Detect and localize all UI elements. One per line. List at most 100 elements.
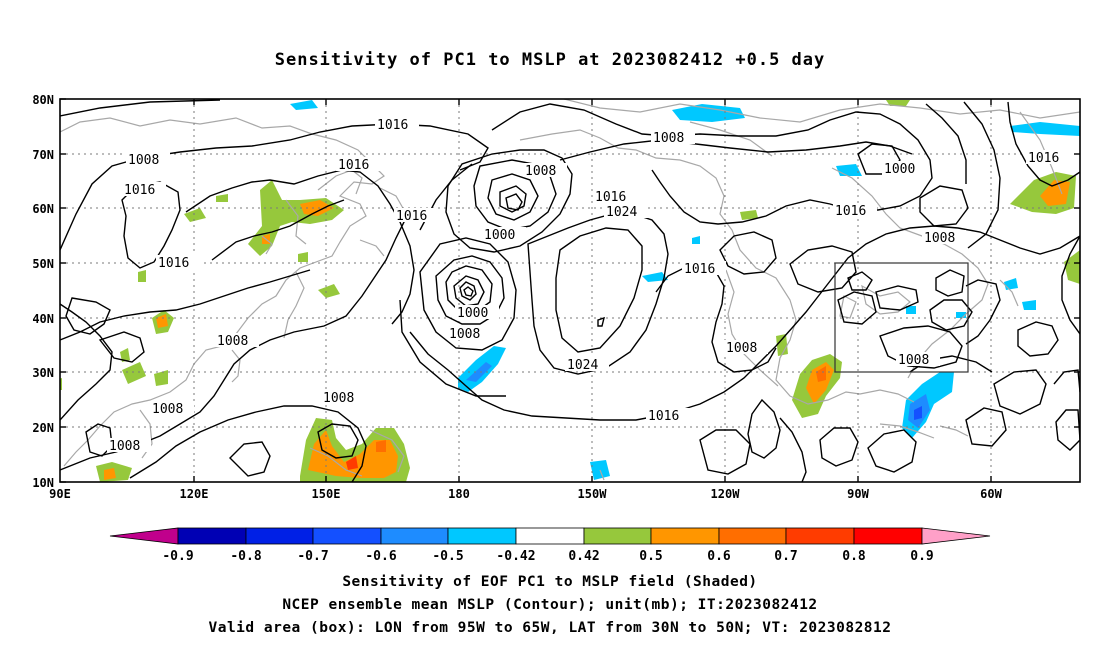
- mslp-contours: [60, 99, 1080, 482]
- lat-label: 30N: [32, 366, 54, 380]
- shade-pos-28: [886, 100, 910, 106]
- lon-label: 180: [448, 487, 470, 501]
- contour-label: 1000: [457, 306, 488, 321]
- contour-label: 1008: [726, 341, 757, 356]
- contour-label: 1016: [1028, 151, 1059, 166]
- colorbar-label: -0.9: [162, 549, 193, 564]
- lat-label: 10N: [32, 476, 54, 490]
- contour-label: 1008: [924, 231, 955, 246]
- lat-label: 80N: [32, 93, 54, 107]
- shade-blue-2: [672, 104, 745, 122]
- colorbar-label: -0.8: [230, 549, 261, 564]
- caption-line-1: Sensitivity of EOF PC1 to MSLP field (Sh…: [342, 574, 758, 590]
- caption-line-3: Valid area (box): LON from 95W to 65W, L…: [208, 620, 892, 636]
- shade-pos-24: [740, 210, 758, 220]
- shade-pos-11: [120, 348, 130, 362]
- contour-label: 1016: [396, 209, 427, 224]
- colorbar-label: 0.7: [774, 549, 797, 564]
- contour-label: 1008: [449, 327, 480, 342]
- contour-label: 1008: [898, 353, 929, 368]
- shade-pos-13: [154, 370, 168, 386]
- colorbar-end-high: [921, 527, 991, 545]
- tick-marks: [60, 98, 1080, 483]
- longitude-labels: 90E 120E 150E 180 150W 120W 90W 60W: [49, 487, 1002, 501]
- shade-pos-12: [122, 362, 146, 384]
- lon-label: 120E: [180, 487, 209, 501]
- contour-label: 1016: [377, 118, 408, 133]
- colorbar-seg: [177, 527, 247, 545]
- shade-pos-9: [318, 284, 340, 298]
- colorbar-seg: [245, 527, 314, 545]
- shade-blue-6: [692, 236, 700, 244]
- shade-pos-21: [806, 362, 834, 404]
- lat-label: 40N: [32, 312, 54, 326]
- caption-line-2: NCEP ensemble mean MSLP (Contour); unit(…: [282, 597, 818, 613]
- contour-label: 1016: [158, 256, 189, 271]
- contour-label: 1008: [152, 402, 183, 417]
- contour-label: 1008: [525, 164, 556, 179]
- lat-label: 20N: [32, 421, 54, 435]
- lon-label: 90W: [847, 487, 869, 501]
- contour-label: 1016: [835, 204, 866, 219]
- shade-blue-14: [1022, 300, 1036, 310]
- lon-label: 120W: [711, 487, 741, 501]
- colorbar-label: 0.6: [707, 549, 731, 564]
- contour-label: 1008: [128, 153, 159, 168]
- shade-pos-19: [376, 440, 386, 452]
- contour-label: 1008: [217, 334, 248, 349]
- shade-blue-8: [466, 362, 492, 382]
- colorbar-label: -0.6: [365, 549, 396, 564]
- shade-blue-13: [1004, 278, 1018, 290]
- contour-label: 1016: [338, 158, 369, 173]
- lon-label: 150W: [578, 487, 608, 501]
- contour-label: 1024: [606, 205, 637, 220]
- sensitivity-shading: [60, 100, 1080, 482]
- colorbar-seg: [515, 527, 585, 545]
- colorbar-seg: [583, 527, 652, 545]
- contour-label: 1016: [124, 183, 155, 198]
- shade-pos-29: [60, 378, 62, 390]
- contour-label: 1008: [109, 439, 140, 454]
- contour-label: 1024: [567, 358, 598, 373]
- lat-label: 50N: [32, 257, 54, 271]
- shade-pos-17: [308, 430, 398, 478]
- lon-label: 60W: [980, 487, 1002, 501]
- contour-label: 1000: [484, 228, 515, 243]
- map-title: Sensitivity of PC1 to MSLP at 2023082412…: [274, 50, 826, 70]
- shade-pos-22: [816, 366, 826, 382]
- shade-pos-8: [156, 314, 168, 328]
- contour-label: 1008: [323, 391, 354, 406]
- latitude-labels: 80N 70N 60N 50N 40N 30N 20N 10N: [32, 93, 54, 490]
- colorbar-seg: [650, 527, 720, 545]
- shade-blue-3: [1010, 122, 1080, 136]
- colorbar-label: 0.8: [842, 549, 866, 564]
- shade-pos-2: [300, 200, 334, 216]
- shade-pos-18: [346, 456, 358, 470]
- colorbar-seg: [312, 527, 382, 545]
- lon-label: 150E: [312, 487, 341, 501]
- shade-pos-6: [138, 270, 146, 282]
- map-frame: [59, 98, 1081, 483]
- colorbar-end-low: [109, 527, 179, 545]
- shade-blue-1: [290, 100, 318, 110]
- contour-labels: 1016 1008 1016 1008 1016 1016 1008 1000 …: [107, 117, 1070, 454]
- contour-label: 1000: [884, 162, 915, 177]
- colorbar-seg: [718, 527, 787, 545]
- shade-pos-26: [1040, 180, 1070, 206]
- colorbar-label: -0.42: [496, 549, 535, 564]
- lat-label: 70N: [32, 148, 54, 162]
- colorbar-seg: [853, 527, 923, 545]
- colorbar-seg: [447, 527, 517, 545]
- colorbar-label: 0.5: [639, 549, 662, 564]
- lon-label: 90E: [49, 487, 71, 501]
- shade-blue-16: [906, 306, 916, 314]
- shade-pos-15: [104, 468, 116, 480]
- shade-pos-27: [1064, 250, 1080, 284]
- contour-label: 1008: [653, 131, 684, 146]
- contour-label: 1016: [595, 190, 626, 205]
- colorbar-label: 0.42: [568, 549, 599, 564]
- colorbar-label: 0.9: [910, 549, 933, 564]
- contour-label: 1016: [684, 262, 715, 277]
- valid-area-box: [834, 262, 969, 373]
